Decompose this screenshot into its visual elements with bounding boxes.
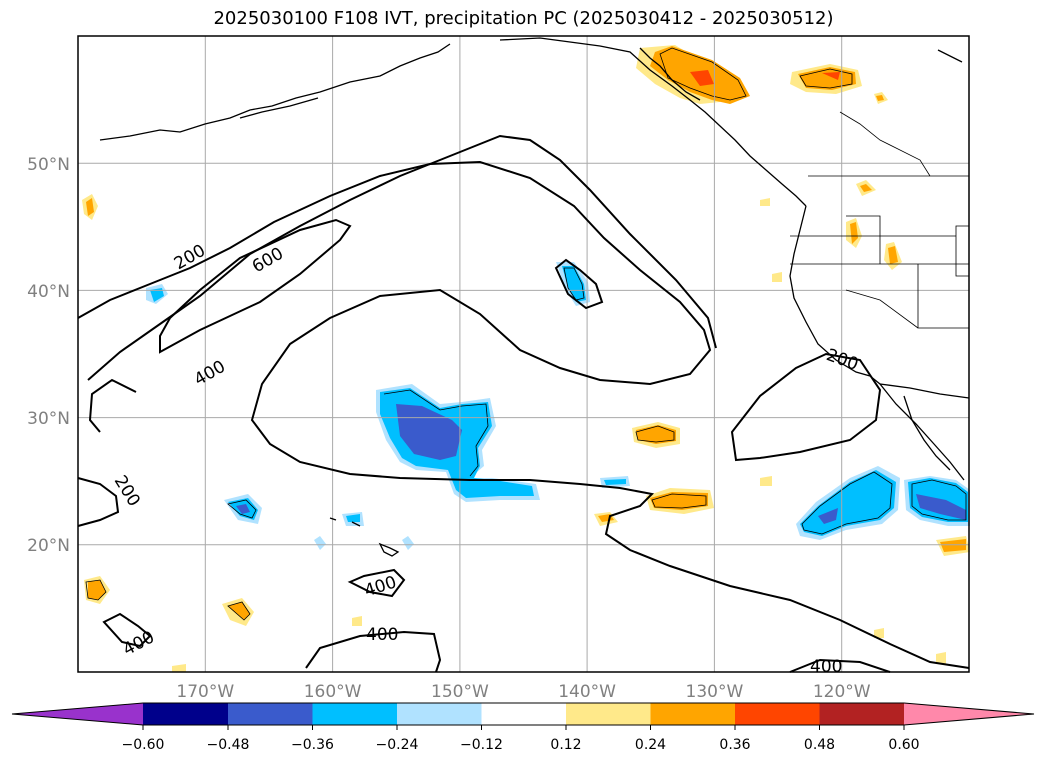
colorbar-segment <box>228 703 313 725</box>
colorbar-extend-low <box>12 703 143 725</box>
plot-frame <box>77 35 970 673</box>
colorbar-tick-label: 0.24 <box>635 737 666 753</box>
contour-label: 400 <box>366 625 398 645</box>
lon-tick-label: 130°W <box>686 682 744 702</box>
colorbar-tick-label: 0.36 <box>719 737 750 753</box>
lon-tick-label: 140°W <box>558 682 616 702</box>
chart-title: 2025030100 F108 IVT, precipitation PC (2… <box>213 8 834 29</box>
gridlines <box>78 36 969 672</box>
lon-tick-label: 120°W <box>813 682 871 702</box>
contour-label: 400 <box>810 657 842 677</box>
colorbar-segment <box>819 703 904 725</box>
colorbar-tick-label: 0.48 <box>804 737 835 753</box>
lat-tick-label: 40°N <box>27 282 70 302</box>
colorbar-tick-label: 0.60 <box>888 737 919 753</box>
colorbar-segment <box>566 703 651 725</box>
lon-tick-label: 170°W <box>176 682 234 702</box>
ivt-contours <box>77 134 970 673</box>
lat-tick-label: 20°N <box>27 536 70 556</box>
colorbar-segment <box>650 703 735 725</box>
lon-tick-label: 160°W <box>304 682 362 702</box>
lat-tick-labels: 20°N 30°N 40°N 50°N <box>27 155 70 556</box>
colorbar-segment <box>481 703 566 725</box>
colorbar-segment <box>397 703 482 725</box>
lon-tick-label: 150°W <box>431 682 489 702</box>
colorbar-tick-label: 0.12 <box>550 737 581 753</box>
colorbar-tick-label: −0.12 <box>460 737 503 753</box>
colorbar-tick-label: −0.36 <box>291 737 334 753</box>
colorbar-extend-high <box>904 703 1034 725</box>
colorbar-tick-label: −0.60 <box>122 737 165 753</box>
colorbar-tick-label: −0.48 <box>207 737 250 753</box>
state-boundaries <box>790 111 970 329</box>
colorbar-tick-label: −0.24 <box>376 737 419 753</box>
lon-tick-labels: 170°W 160°W 150°W 140°W 130°W 120°W <box>176 682 870 702</box>
colorbar-segment <box>143 703 228 725</box>
colorbar: −0.60 −0.48 −0.36 −0.24 −0.12 0.12 0.24 … <box>11 702 1035 753</box>
precip-outlines <box>85 47 967 621</box>
colorbar-segment <box>312 703 397 725</box>
coastlines <box>99 37 970 557</box>
lat-tick-label: 50°N <box>27 155 70 175</box>
lat-tick-label: 30°N <box>27 409 70 429</box>
colorbar-segment <box>735 703 820 725</box>
